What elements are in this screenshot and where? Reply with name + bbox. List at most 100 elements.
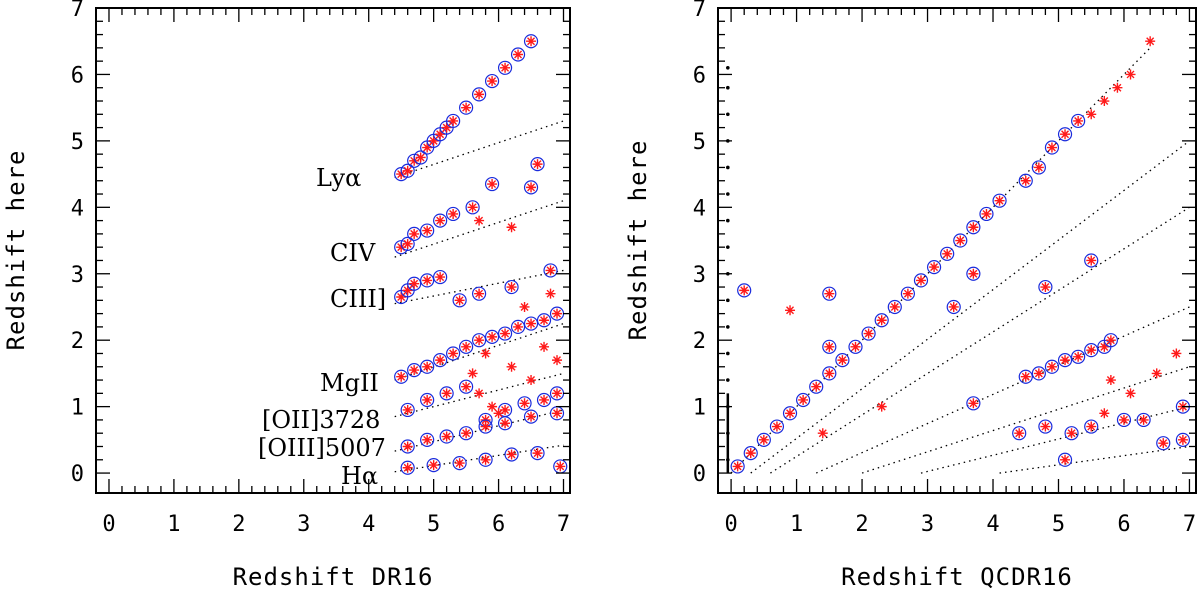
circle-marker xyxy=(459,100,474,115)
circle-marker xyxy=(1071,349,1086,364)
star-marker xyxy=(409,155,420,166)
dot-marker xyxy=(726,351,730,356)
circle-marker xyxy=(809,379,824,394)
star-marker xyxy=(506,449,517,460)
circle-marker xyxy=(966,266,981,281)
star-marker xyxy=(1060,454,1071,465)
star-marker xyxy=(422,142,433,153)
x-tick-label: 4 xyxy=(986,512,999,537)
dot-marker xyxy=(726,298,730,303)
guide-line-r4 xyxy=(861,366,1190,474)
star-marker xyxy=(396,371,407,382)
star-marker xyxy=(474,388,485,399)
star-marker xyxy=(461,102,472,113)
star-marker xyxy=(1086,255,1097,266)
star-marker xyxy=(785,408,796,419)
line-label-civ: CIV xyxy=(330,239,376,267)
y-tick-label: 3 xyxy=(693,263,706,288)
guide-line-r1 xyxy=(750,140,1190,474)
guide-line-ha xyxy=(394,444,564,473)
star-marker xyxy=(817,428,828,439)
circle-marker xyxy=(497,326,513,341)
circle-marker xyxy=(484,329,500,344)
star-marker xyxy=(500,62,511,73)
star-marker xyxy=(506,282,517,293)
circle-marker xyxy=(536,313,552,328)
right-y-axis-title: Redshift here xyxy=(624,140,652,341)
circle-marker xyxy=(394,369,409,384)
x-tick-label: 1 xyxy=(167,512,180,537)
circle-marker xyxy=(874,313,889,328)
guide-line-oiii xyxy=(394,409,564,452)
star-marker xyxy=(474,215,485,226)
star-marker xyxy=(474,335,485,346)
circle-marker xyxy=(459,426,474,441)
star-marker xyxy=(402,165,413,176)
circle-marker xyxy=(420,223,435,238)
guide-line-r6 xyxy=(999,445,1190,474)
circle-marker xyxy=(426,457,441,473)
star-marker xyxy=(1177,434,1188,445)
star-marker xyxy=(506,361,517,372)
line-label-oii: [OII]3728 xyxy=(262,406,380,434)
x-tick-label: 3 xyxy=(921,512,934,537)
circle-marker xyxy=(420,432,435,447)
guide-line-r5 xyxy=(920,405,1190,474)
star-marker xyxy=(1040,421,1051,432)
star-marker xyxy=(461,381,472,392)
circle-marker xyxy=(1156,436,1171,451)
star-marker xyxy=(493,408,504,419)
circle-marker xyxy=(504,279,519,295)
circle-marker xyxy=(848,339,863,354)
star-marker xyxy=(402,462,413,473)
circle-marker xyxy=(926,260,942,275)
circle-marker xyxy=(822,286,837,301)
left-ticks: 0 1 2 3 4 5 6 7 0 1 2 3 4 5 6 7 xyxy=(71,0,570,537)
circle-marker xyxy=(420,273,435,288)
circle-marker xyxy=(966,220,981,235)
star-marker xyxy=(480,348,491,359)
star-marker xyxy=(739,285,750,296)
circle-marker xyxy=(782,406,798,421)
star-marker xyxy=(824,341,835,352)
star-marker xyxy=(811,381,822,392)
circle-marker xyxy=(953,233,968,248)
star-marker xyxy=(1138,414,1149,425)
star-marker xyxy=(519,301,530,312)
circle-marker xyxy=(900,286,915,301)
star-marker xyxy=(902,288,913,299)
circle-marker xyxy=(1116,412,1132,428)
star-marker xyxy=(968,398,979,409)
star-marker xyxy=(428,460,439,471)
guide-line-civ xyxy=(394,200,564,258)
y-tick-label: 1 xyxy=(693,396,706,421)
x-tick-label: 3 xyxy=(297,512,310,537)
star-marker xyxy=(539,341,550,352)
circle-marker xyxy=(400,163,415,178)
dot-marker xyxy=(726,218,730,223)
circle-marker xyxy=(471,87,487,102)
star-marker xyxy=(994,195,1005,206)
star-marker xyxy=(1086,345,1097,356)
star-marker xyxy=(968,268,979,279)
circle-marker xyxy=(446,113,461,129)
star-marker xyxy=(1020,175,1031,186)
line-label-ha: Hα xyxy=(341,462,378,490)
guide-line-lya xyxy=(394,120,564,179)
star-marker xyxy=(863,328,874,339)
x-tick-label: 2 xyxy=(232,512,245,537)
circle-marker xyxy=(452,293,467,308)
star-marker xyxy=(889,301,900,312)
star-marker xyxy=(1066,428,1077,439)
circle-marker xyxy=(497,60,513,75)
left-data-points xyxy=(394,34,568,475)
star-marker xyxy=(552,355,563,366)
circle-marker xyxy=(510,319,526,335)
star-marker xyxy=(500,404,511,415)
star-marker xyxy=(545,288,556,299)
circle-marker xyxy=(1038,279,1053,295)
y-tick-label: 5 xyxy=(71,130,84,155)
star-marker xyxy=(461,428,472,439)
circle-marker xyxy=(484,176,500,192)
circle-marker xyxy=(446,206,461,222)
